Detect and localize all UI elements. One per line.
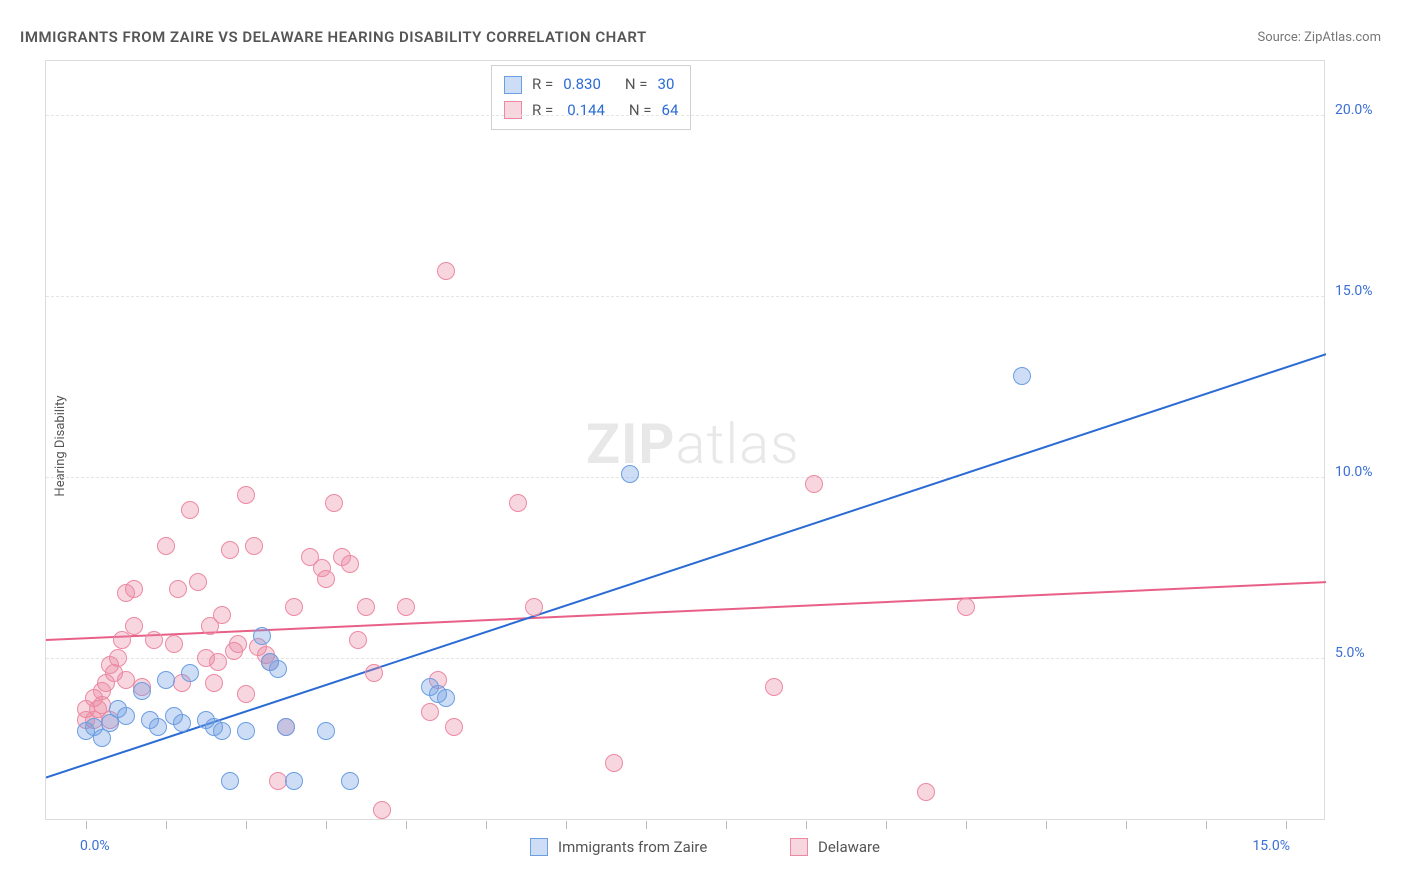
xtick-mark xyxy=(246,821,247,829)
xtick-mark xyxy=(1046,821,1047,829)
point-zaire xyxy=(117,707,135,725)
point-delaware xyxy=(113,631,131,649)
point-delaware xyxy=(437,262,455,280)
point-delaware xyxy=(325,494,343,512)
xtick-label: 0.0% xyxy=(80,838,110,854)
point-delaware xyxy=(169,580,187,598)
point-delaware xyxy=(237,486,255,504)
point-zaire xyxy=(181,664,199,682)
point-zaire xyxy=(133,682,151,700)
point-delaware xyxy=(125,617,143,635)
xtick-mark xyxy=(326,821,327,829)
point-delaware xyxy=(229,635,247,653)
xtick-mark xyxy=(646,821,647,829)
point-delaware xyxy=(245,537,263,555)
trendline-delaware xyxy=(46,582,1326,640)
xtick-mark xyxy=(1286,821,1287,829)
point-zaire xyxy=(157,671,175,689)
plot-area: ZIPatlas R = 0.830 N = 30 R = 0.144 N = … xyxy=(45,60,1325,820)
point-delaware xyxy=(349,631,367,649)
xtick-mark xyxy=(566,821,567,829)
point-zaire xyxy=(285,772,303,790)
point-delaware xyxy=(357,598,375,616)
point-delaware xyxy=(109,649,127,667)
point-zaire xyxy=(149,718,167,736)
point-delaware xyxy=(317,570,335,588)
xtick-mark xyxy=(886,821,887,829)
point-delaware xyxy=(205,674,223,692)
xtick-mark xyxy=(726,821,727,829)
point-zaire xyxy=(277,718,295,736)
point-delaware xyxy=(237,685,255,703)
point-delaware xyxy=(221,541,239,559)
point-delaware xyxy=(525,598,543,616)
point-zaire xyxy=(341,772,359,790)
point-zaire xyxy=(317,722,335,740)
point-zaire xyxy=(221,772,239,790)
point-delaware xyxy=(445,718,463,736)
point-zaire xyxy=(253,627,271,645)
point-delaware xyxy=(765,678,783,696)
source-label: Source: ZipAtlas.com xyxy=(1257,30,1381,45)
legend-delaware-label: Delaware xyxy=(818,838,880,856)
point-delaware xyxy=(509,494,527,512)
legend-zaire-label: Immigrants from Zaire xyxy=(558,838,707,856)
point-delaware xyxy=(157,537,175,555)
xtick-mark xyxy=(966,821,967,829)
xtick-mark xyxy=(1126,821,1127,829)
point-delaware xyxy=(421,703,439,721)
point-delaware xyxy=(181,501,199,519)
point-delaware xyxy=(341,555,359,573)
xtick-mark xyxy=(406,821,407,829)
point-zaire xyxy=(437,689,455,707)
point-delaware xyxy=(145,631,163,649)
point-zaire xyxy=(213,722,231,740)
point-delaware xyxy=(917,783,935,801)
point-zaire xyxy=(237,722,255,740)
xtick-mark xyxy=(86,821,87,829)
ytick-label: 10.0% xyxy=(1335,464,1373,480)
trendline-zaire xyxy=(46,354,1326,777)
xtick-label: 15.0% xyxy=(1240,838,1290,854)
swatch-zaire-icon xyxy=(530,838,548,856)
point-delaware xyxy=(605,754,623,772)
legend-delaware: Delaware xyxy=(790,838,880,856)
xtick-mark xyxy=(486,821,487,829)
xtick-mark xyxy=(1206,821,1207,829)
trend-lines xyxy=(46,61,1326,821)
point-delaware xyxy=(125,580,143,598)
point-zaire xyxy=(173,714,191,732)
swatch-delaware-icon xyxy=(790,838,808,856)
point-delaware xyxy=(805,475,823,493)
point-zaire xyxy=(1013,367,1031,385)
legend-zaire: Immigrants from Zaire xyxy=(530,838,707,856)
point-delaware xyxy=(165,635,183,653)
point-delaware xyxy=(957,598,975,616)
point-zaire xyxy=(621,465,639,483)
point-zaire xyxy=(269,660,287,678)
xtick-mark xyxy=(806,821,807,829)
point-delaware xyxy=(285,598,303,616)
point-delaware xyxy=(213,606,231,624)
point-delaware xyxy=(373,801,391,819)
point-delaware xyxy=(365,664,383,682)
ytick-label: 5.0% xyxy=(1335,645,1365,661)
point-delaware xyxy=(397,598,415,616)
point-delaware xyxy=(209,653,227,671)
xtick-mark xyxy=(166,821,167,829)
point-delaware xyxy=(189,573,207,591)
ytick-label: 15.0% xyxy=(1335,283,1373,299)
ytick-label: 20.0% xyxy=(1335,102,1373,118)
chart-title: IMMIGRANTS FROM ZAIRE VS DELAWARE HEARIN… xyxy=(20,28,647,46)
